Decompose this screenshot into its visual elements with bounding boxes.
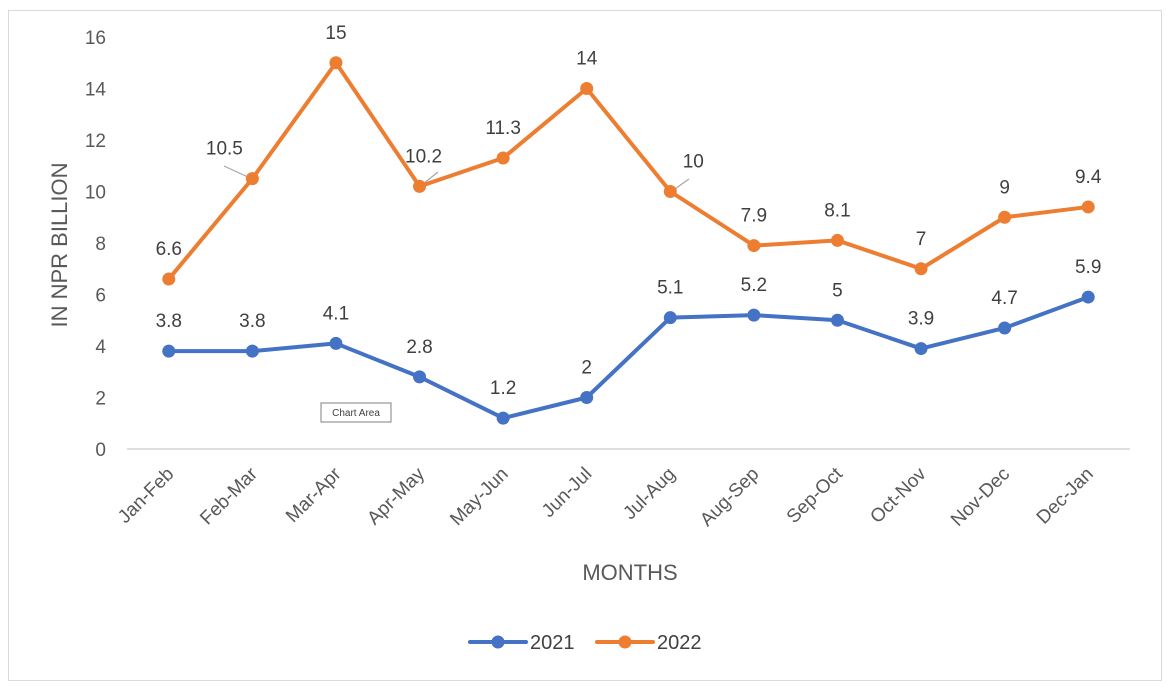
x-tick-label: Aug-Sep [696,464,763,531]
data-label-2022: 9.4 [1075,167,1102,188]
y-tick-label: 12 [85,131,106,152]
x-tick-label: Apr-May [363,463,429,529]
data-label-2022: 10.5 [206,139,243,160]
data-label-2022: 7 [916,229,927,250]
data-label-2021: 4.7 [991,288,1017,309]
x-axis-title: MONTHS [582,560,677,585]
leader-line-apr-may [422,171,439,185]
y-tick-label: 6 [95,286,106,307]
data-point-2021[interactable] [1081,290,1095,304]
legend[interactable]: 2021 2022 [468,632,702,654]
data-label-2022: 10 [683,152,704,173]
data-point-2022[interactable] [245,172,259,186]
y-axis-title: IN NPR BILLION [47,162,72,327]
data-label-2022: 15 [325,23,346,44]
data-label-2022: 7.9 [741,206,767,227]
series-group: 3.8 3.8 4.1 2.8 1.2 2 5.1 5.2 5 3.9 4.7 5.9 6.6 10.5 1… [156,23,1102,425]
y-tick-label: 14 [85,80,107,101]
data-point-2021[interactable] [998,321,1012,335]
data-label-2021: 5 [832,280,843,301]
data-label-2021: 5.2 [741,275,767,296]
legend-marker [618,635,632,649]
data-label-2022: 10.2 [405,146,442,167]
chart-area-tooltip: Chart Area [320,402,392,423]
y-axis: 0 2 4 6 8 10 12 14 16 [85,28,107,461]
x-tick-label: Sep-Oct [783,463,848,528]
data-point-2022[interactable] [580,82,594,95]
x-tick-label: Oct-Nov [866,463,930,527]
data-point-2021[interactable] [663,311,677,325]
data-point-2021[interactable] [413,370,427,384]
data-label-2021: 1.2 [490,378,516,399]
data-point-2022[interactable] [663,185,677,198]
y-tick-label: 0 [95,440,106,461]
legend-item-2022[interactable]: 2022 [595,632,702,654]
x-tick-label: Mar-Apr [282,463,346,527]
data-point-2022[interactable] [1081,200,1095,214]
data-label-2022: 9 [999,177,1010,198]
series-line-2022[interactable] [166,60,1091,282]
data-label-2021: 5.9 [1075,257,1101,278]
data-point-2022[interactable] [162,272,176,286]
data-point-2021[interactable] [329,336,343,350]
data-label-2021: 2 [581,358,592,379]
data-point-2021[interactable] [830,313,844,327]
x-tick-label: Dec-Jan [1033,464,1098,529]
legend-item-2021[interactable]: 2021 [468,632,575,654]
x-tick-label: Jan-Feb [114,464,178,528]
tooltip-text: Chart Area [332,408,380,419]
y-tick-label: 2 [95,389,106,410]
label-leader-lines [223,165,690,192]
data-point-2021[interactable] [914,342,928,356]
data-point-2022[interactable] [914,262,928,276]
data-point-2021[interactable] [245,344,259,358]
data-point-2022[interactable] [998,210,1012,224]
data-point-2021[interactable] [162,344,176,358]
y-tick-label: 16 [85,28,106,49]
data-label-2022: 11.3 [485,118,521,139]
data-point-2022[interactable] [329,56,343,70]
data-point-2022[interactable] [830,233,844,247]
legend-label: 2021 [530,632,575,654]
y-tick-label: 10 [85,183,106,204]
leader-line-feb-mar [223,165,251,179]
data-label-2021: 5.1 [657,278,683,299]
data-point-2021[interactable] [496,411,510,425]
data-label-2021: 3.8 [239,311,265,332]
y-tick-label: 4 [95,337,106,358]
x-tick-label: Jun-Jul [538,464,596,522]
x-tick-label: May-Jun [446,464,512,530]
legend-marker [491,635,505,649]
series-2021[interactable]: 3.8 3.8 4.1 2.8 1.2 2 5.1 5.2 5 3.9 4.7 5.9 [156,257,1102,425]
data-label-2022: 6.6 [156,239,182,260]
data-point-2022[interactable] [413,179,427,193]
data-point-2021[interactable] [580,391,594,404]
tooltip-box [320,402,392,423]
data-label-2022: 14 [576,49,598,70]
series-2022[interactable]: 6.6 10.5 15 10.2 11.3 14 10 7.9 8.1 7 9 9.4 [156,23,1102,286]
data-label-2022: 8.1 [824,200,850,221]
x-tick-label: Feb-Mar [196,463,262,529]
data-label-2021: 4.1 [323,303,349,324]
y-tick-label: 8 [95,234,106,255]
data-label-2021: 3.8 [156,311,182,332]
data-label-2021: 2.8 [406,337,432,358]
chart-frame [8,10,1162,681]
data-point-2022[interactable] [747,239,761,253]
legend-label: 2022 [657,632,702,654]
series-line-2021[interactable] [166,295,1091,421]
data-point-2022[interactable] [496,151,510,165]
x-tick-label: Jul-Aug [619,464,679,524]
x-axis: Jan-Feb Feb-Mar Mar-Apr Apr-May May-Jun Jun-J… [114,448,1130,531]
data-point-2021[interactable] [747,308,761,322]
x-tick-label: Nov-Dec [947,464,1014,531]
data-label-2021: 3.9 [908,309,934,330]
